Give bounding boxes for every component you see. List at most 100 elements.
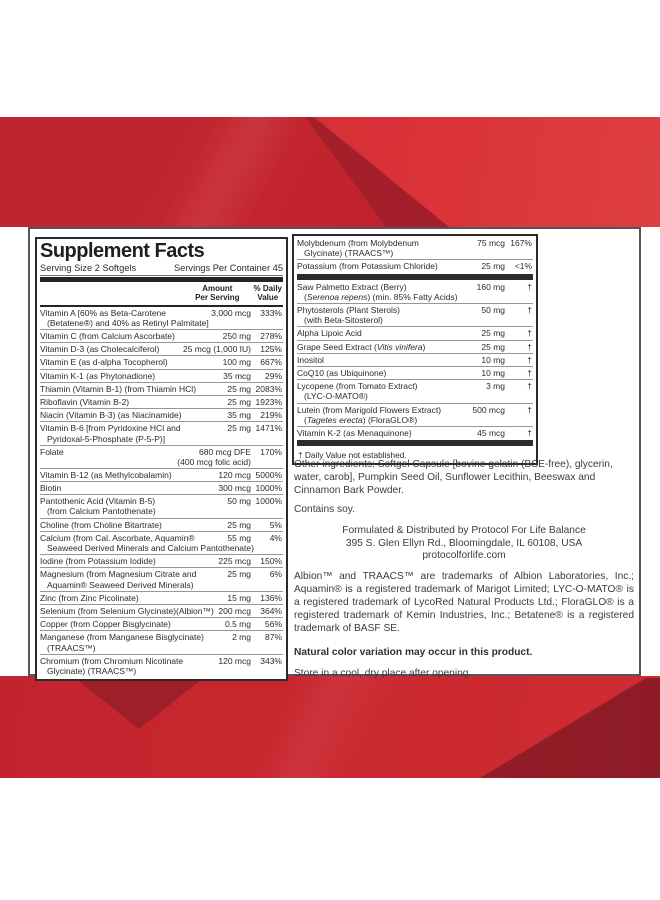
nutrient-name: Vitamin D-3 (as Cholecalciferol) <box>40 344 160 355</box>
nutrient-name: Vitamin E (as d-alpha Tocopherol) <box>40 357 168 368</box>
nutrient-amount: 680 mcg DFE (400 mcg folic acid) <box>177 446 251 468</box>
distributor-website: protocolforlife.com <box>422 550 506 562</box>
nutrient-amount: 35 mg <box>227 410 251 421</box>
nutrient-daily-value: <1% <box>514 261 532 272</box>
table-row: CoQ10 (as Ubiquinone) 10 mg † <box>297 366 533 379</box>
supplement-facts-title: Supplement Facts <box>40 240 205 262</box>
table-row: Iodine (from Potassium Iodide) 225 mcg 1… <box>40 554 283 567</box>
table-row: Folate 680 mcg DFE (400 mcg folic acid) … <box>40 444 283 468</box>
table-row: Grape Seed Extract (Vitis vinifera) 25 m… <box>297 339 533 353</box>
nutrient-amount: 10 mg <box>481 368 505 379</box>
trademark-notice: Albion™ and TRAACS™ are trademarks of Al… <box>294 571 634 634</box>
nutrient-daily-value: † <box>527 354 532 365</box>
nutrient-name: Thiamin (Vitamin B-1) (from Thiamin HCl) <box>40 383 197 394</box>
column-headers: Amount Per Serving % Daily Value <box>40 282 283 307</box>
nutrient-name: Lutein (from Marigold Flowers Extract) (… <box>297 404 442 425</box>
nutrient-daily-value: 343% <box>260 655 282 666</box>
table-row: Zinc (from Zinc Picolinate) 15 mg 136% <box>40 590 283 604</box>
contains-allergen-text: Contains soy. <box>294 503 355 515</box>
storage-instructions: Store in a cool, dry place after opening… <box>294 667 472 679</box>
table-row: Vitamin C (from Calcium Ascorbate) 250 m… <box>40 329 283 342</box>
nutrient-daily-value: 278% <box>260 331 282 341</box>
nutrient-amount: 10 mg <box>481 354 505 365</box>
servings-per-container-text: Servings Per Container 45 <box>173 263 283 273</box>
table-row: Phytosterols (Plant Sterols) (with Beta-… <box>297 303 533 326</box>
supplement-facts-label: Supplement Facts Serving Size 2 Softgels… <box>28 227 641 682</box>
distributor-line: Formulated & Distributed by Protocol For… <box>342 524 586 536</box>
nutrient-daily-value: 136% <box>260 592 282 603</box>
nutrient-daily-value: † <box>527 341 532 352</box>
table-row: Vitamin A [60% as Beta-Carotene (Betaten… <box>40 307 283 329</box>
nutrient-daily-value: 150% <box>260 556 282 567</box>
nutrient-name: Potassium (from Potassium Chloride) <box>297 261 438 272</box>
nutrient-name: Biotin <box>40 483 62 494</box>
nutrient-daily-value: 167% <box>510 238 532 248</box>
nutrient-daily-value: 29% <box>264 370 282 381</box>
nutrient-daily-value: † <box>527 368 532 379</box>
table-row: Lycopene (from Tomato Extract) (LYC-O-MA… <box>297 379 533 402</box>
nutrient-daily-value: 56% <box>264 619 282 630</box>
nutrient-name: Lycopene (from Tomato Extract) (LYC-O-MA… <box>297 381 418 402</box>
decor-bottom-red-band <box>0 676 660 778</box>
nutrient-name: Vitamin B-6 [from Pyridoxine HCl and Pyr… <box>40 423 181 444</box>
color-variation-note: Natural color variation may occur in thi… <box>294 646 533 658</box>
nutrient-name: Grape Seed Extract (Vitis vinifera) <box>297 341 426 352</box>
nutrient-amount: 25 mg <box>481 341 505 352</box>
thick-divider-bar <box>297 273 533 280</box>
nutrition-table-right: Molybdenum (from Molybdenum Glycinate) (… <box>292 234 538 466</box>
nutrient-amount: 35 mcg <box>223 370 251 381</box>
table-row: Alpha Lipoic Acid 25 mg † <box>297 326 533 339</box>
nutrient-name: Phytosterols (Plant Sterols) (with Beta-… <box>297 305 400 326</box>
nutrient-daily-value: 2083% <box>255 383 282 394</box>
table-row: Molybdenum (from Molybdenum Glycinate) (… <box>297 237 533 259</box>
nutrient-amount: 120 mcg <box>218 655 251 666</box>
nutrient-amount: 25 mg <box>481 261 505 272</box>
table-row: Vitamin K-1 (as Phytonadione) 35 mcg 29% <box>40 368 283 382</box>
nutrient-amount: 100 mg <box>222 357 251 368</box>
nutrient-daily-value: † <box>527 328 532 339</box>
distributor-info: Formulated & Distributed by Protocol For… <box>294 525 634 564</box>
nutrient-daily-value: 364% <box>260 606 282 617</box>
nutrient-amount: 2 mg <box>232 632 251 643</box>
other-ingredients-text: Other ingredients: Softgel Capsule [bovi… <box>294 459 613 496</box>
nutrient-name: Inositol <box>297 354 324 365</box>
nutrient-amount: 0.5 mg <box>225 619 251 630</box>
nutrient-name: Iodine (from Potassium Iodide) <box>40 556 156 567</box>
table-row: Manganese (from Manganese Bisglycinate) … <box>40 630 283 653</box>
nutrient-amount: 25 mg <box>227 397 251 408</box>
nutrient-name: Folate <box>40 446 64 457</box>
serving-size-text: Serving Size 2 Softgels <box>40 263 137 273</box>
nutrient-daily-value: † <box>527 381 532 392</box>
nutrient-name: Vitamin C (from Calcium Ascorbate) <box>40 331 175 341</box>
nutrient-name: Chromium (from Chromium Nicotinate Glyci… <box>40 655 184 677</box>
nutrient-name: Pantothenic Acid (Vitamin B-5) (from Cal… <box>40 496 156 517</box>
table-row: Thiamin (Vitamin B-1) (from Thiamin HCl)… <box>40 381 283 395</box>
table-row: Pantothenic Acid (Vitamin B-5) (from Cal… <box>40 494 283 517</box>
nutrient-amount: 25 mg <box>227 383 251 394</box>
nutrient-daily-value: 1923% <box>255 397 282 408</box>
nutrient-daily-value: 4% <box>269 532 282 543</box>
table-row: Potassium (from Potassium Chloride) 25 m… <box>297 259 533 272</box>
nutrient-amount: 25 mcg (1,000 IU) <box>182 344 251 355</box>
nutrient-amount: 250 mg <box>222 331 251 341</box>
table-row: Calcium (from Cal. Ascorbate, Aquamin® S… <box>40 530 283 554</box>
thick-divider-bar <box>40 277 283 282</box>
nutrient-name: Zinc (from Zinc Picolinate) <box>40 592 139 603</box>
nutrient-daily-value: 1000% <box>255 496 282 507</box>
nutrient-daily-value: † <box>527 404 532 415</box>
label-footer-text: Other ingredients: Softgel Capsule [bovi… <box>294 459 634 681</box>
nutrient-amount: 45 mcg <box>477 428 505 439</box>
nutrient-amount: 25 mg <box>227 519 251 530</box>
nutrition-table-left: Supplement Facts Serving Size 2 Softgels… <box>35 237 288 682</box>
table-row: Choline (from Choline Bitartrate) 25 mg … <box>40 517 283 531</box>
nutrient-name: Niacin (Vitamin B-3) (as Niacinamide) <box>40 410 182 421</box>
nutrient-daily-value: 667% <box>260 357 282 368</box>
nutrient-amount: 3,000 mcg <box>211 307 251 318</box>
table-row: Selenium (from Selenium Glycinate)(Albio… <box>40 604 283 617</box>
nutrient-rows-right: Molybdenum (from Molybdenum Glycinate) (… <box>297 237 533 447</box>
nutrient-amount: 120 mcg <box>218 469 251 480</box>
nutrient-daily-value: 1471% <box>255 423 282 434</box>
table-row: Niacin (Vitamin B-3) (as Niacinamide) 35… <box>40 408 283 421</box>
nutrient-amount: 75 mcg <box>477 238 505 248</box>
